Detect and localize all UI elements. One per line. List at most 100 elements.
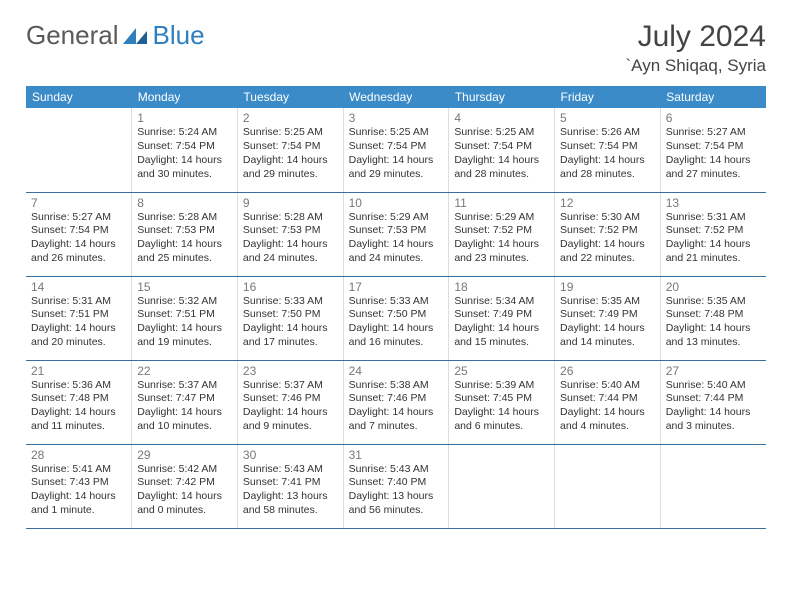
dow-header: Thursday	[449, 86, 555, 108]
day-info: Sunrise: 5:42 AMSunset: 7:42 PMDaylight:…	[137, 463, 232, 518]
day-info: Sunrise: 5:34 AMSunset: 7:49 PMDaylight:…	[454, 295, 549, 350]
day-info: Sunrise: 5:28 AMSunset: 7:53 PMDaylight:…	[137, 211, 232, 266]
day-number: 17	[349, 280, 444, 294]
calendar-cell: 9Sunrise: 5:28 AMSunset: 7:53 PMDaylight…	[237, 192, 343, 276]
day-info: Sunrise: 5:25 AMSunset: 7:54 PMDaylight:…	[454, 126, 549, 181]
day-info: Sunrise: 5:31 AMSunset: 7:51 PMDaylight:…	[31, 295, 126, 350]
day-info: Sunrise: 5:27 AMSunset: 7:54 PMDaylight:…	[666, 126, 761, 181]
day-info: Sunrise: 5:25 AMSunset: 7:54 PMDaylight:…	[243, 126, 338, 181]
logo: General Blue	[26, 20, 205, 51]
day-number: 5	[560, 111, 655, 125]
dow-header: Tuesday	[237, 86, 343, 108]
day-info: Sunrise: 5:32 AMSunset: 7:51 PMDaylight:…	[137, 295, 232, 350]
dow-header: Sunday	[26, 86, 132, 108]
day-info: Sunrise: 5:40 AMSunset: 7:44 PMDaylight:…	[560, 379, 655, 434]
calendar-cell: 29Sunrise: 5:42 AMSunset: 7:42 PMDayligh…	[132, 444, 238, 528]
day-info: Sunrise: 5:25 AMSunset: 7:54 PMDaylight:…	[349, 126, 444, 181]
day-number: 11	[454, 196, 549, 210]
day-info: Sunrise: 5:29 AMSunset: 7:52 PMDaylight:…	[454, 211, 549, 266]
calendar-cell: 26Sunrise: 5:40 AMSunset: 7:44 PMDayligh…	[555, 360, 661, 444]
calendar-cell: 31Sunrise: 5:43 AMSunset: 7:40 PMDayligh…	[343, 444, 449, 528]
calendar-table: SundayMondayTuesdayWednesdayThursdayFrid…	[26, 86, 766, 529]
calendar-cell: 7Sunrise: 5:27 AMSunset: 7:54 PMDaylight…	[26, 192, 132, 276]
page-title: July 2024	[626, 20, 766, 54]
day-info: Sunrise: 5:30 AMSunset: 7:52 PMDaylight:…	[560, 211, 655, 266]
calendar-cell: 12Sunrise: 5:30 AMSunset: 7:52 PMDayligh…	[555, 192, 661, 276]
day-number: 30	[243, 448, 338, 462]
calendar-cell: 20Sunrise: 5:35 AMSunset: 7:48 PMDayligh…	[660, 276, 766, 360]
calendar-cell: 6Sunrise: 5:27 AMSunset: 7:54 PMDaylight…	[660, 108, 766, 192]
day-info: Sunrise: 5:29 AMSunset: 7:53 PMDaylight:…	[349, 211, 444, 266]
calendar-cell: 18Sunrise: 5:34 AMSunset: 7:49 PMDayligh…	[449, 276, 555, 360]
day-number: 16	[243, 280, 338, 294]
calendar-cell: 19Sunrise: 5:35 AMSunset: 7:49 PMDayligh…	[555, 276, 661, 360]
day-number: 24	[349, 364, 444, 378]
day-number: 19	[560, 280, 655, 294]
calendar-cell	[660, 444, 766, 528]
day-number: 22	[137, 364, 232, 378]
calendar-cell: 24Sunrise: 5:38 AMSunset: 7:46 PMDayligh…	[343, 360, 449, 444]
calendar-cell: 15Sunrise: 5:32 AMSunset: 7:51 PMDayligh…	[132, 276, 238, 360]
day-number: 25	[454, 364, 549, 378]
day-info: Sunrise: 5:43 AMSunset: 7:41 PMDaylight:…	[243, 463, 338, 518]
location: `Ayn Shiqaq, Syria	[626, 56, 766, 76]
calendar-cell: 8Sunrise: 5:28 AMSunset: 7:53 PMDaylight…	[132, 192, 238, 276]
calendar-cell: 22Sunrise: 5:37 AMSunset: 7:47 PMDayligh…	[132, 360, 238, 444]
day-info: Sunrise: 5:37 AMSunset: 7:47 PMDaylight:…	[137, 379, 232, 434]
day-number: 2	[243, 111, 338, 125]
day-info: Sunrise: 5:40 AMSunset: 7:44 PMDaylight:…	[666, 379, 761, 434]
day-number: 7	[31, 196, 126, 210]
calendar-week-row: 1Sunrise: 5:24 AMSunset: 7:54 PMDaylight…	[26, 108, 766, 192]
calendar-week-row: 21Sunrise: 5:36 AMSunset: 7:48 PMDayligh…	[26, 360, 766, 444]
day-info: Sunrise: 5:26 AMSunset: 7:54 PMDaylight:…	[560, 126, 655, 181]
calendar-cell	[449, 444, 555, 528]
day-number: 26	[560, 364, 655, 378]
day-number: 12	[560, 196, 655, 210]
logo-text-general: General	[26, 20, 119, 51]
day-number: 31	[349, 448, 444, 462]
day-info: Sunrise: 5:38 AMSunset: 7:46 PMDaylight:…	[349, 379, 444, 434]
day-number: 21	[31, 364, 126, 378]
title-block: July 2024 `Ayn Shiqaq, Syria	[626, 20, 766, 76]
day-info: Sunrise: 5:33 AMSunset: 7:50 PMDaylight:…	[243, 295, 338, 350]
calendar-cell: 14Sunrise: 5:31 AMSunset: 7:51 PMDayligh…	[26, 276, 132, 360]
calendar-cell: 17Sunrise: 5:33 AMSunset: 7:50 PMDayligh…	[343, 276, 449, 360]
calendar-cell	[26, 108, 132, 192]
calendar-cell: 4Sunrise: 5:25 AMSunset: 7:54 PMDaylight…	[449, 108, 555, 192]
dow-header: Saturday	[660, 86, 766, 108]
day-number: 6	[666, 111, 761, 125]
day-of-week-row: SundayMondayTuesdayWednesdayThursdayFrid…	[26, 86, 766, 108]
day-number: 18	[454, 280, 549, 294]
calendar-cell: 16Sunrise: 5:33 AMSunset: 7:50 PMDayligh…	[237, 276, 343, 360]
day-info: Sunrise: 5:27 AMSunset: 7:54 PMDaylight:…	[31, 211, 126, 266]
calendar-cell: 1Sunrise: 5:24 AMSunset: 7:54 PMDaylight…	[132, 108, 238, 192]
logo-text-blue: Blue	[153, 20, 205, 51]
calendar-cell: 5Sunrise: 5:26 AMSunset: 7:54 PMDaylight…	[555, 108, 661, 192]
day-number: 27	[666, 364, 761, 378]
day-number: 8	[137, 196, 232, 210]
day-number: 10	[349, 196, 444, 210]
day-info: Sunrise: 5:31 AMSunset: 7:52 PMDaylight:…	[666, 211, 761, 266]
dow-header: Monday	[132, 86, 238, 108]
calendar-cell: 23Sunrise: 5:37 AMSunset: 7:46 PMDayligh…	[237, 360, 343, 444]
day-info: Sunrise: 5:37 AMSunset: 7:46 PMDaylight:…	[243, 379, 338, 434]
day-info: Sunrise: 5:39 AMSunset: 7:45 PMDaylight:…	[454, 379, 549, 434]
day-number: 1	[137, 111, 232, 125]
day-number: 9	[243, 196, 338, 210]
day-number: 29	[137, 448, 232, 462]
day-info: Sunrise: 5:35 AMSunset: 7:48 PMDaylight:…	[666, 295, 761, 350]
day-info: Sunrise: 5:41 AMSunset: 7:43 PMDaylight:…	[31, 463, 126, 518]
calendar-cell: 28Sunrise: 5:41 AMSunset: 7:43 PMDayligh…	[26, 444, 132, 528]
day-number: 14	[31, 280, 126, 294]
calendar-cell: 2Sunrise: 5:25 AMSunset: 7:54 PMDaylight…	[237, 108, 343, 192]
calendar-cell: 21Sunrise: 5:36 AMSunset: 7:48 PMDayligh…	[26, 360, 132, 444]
day-info: Sunrise: 5:24 AMSunset: 7:54 PMDaylight:…	[137, 126, 232, 181]
day-number: 3	[349, 111, 444, 125]
calendar-week-row: 28Sunrise: 5:41 AMSunset: 7:43 PMDayligh…	[26, 444, 766, 528]
day-number: 28	[31, 448, 126, 462]
day-info: Sunrise: 5:43 AMSunset: 7:40 PMDaylight:…	[349, 463, 444, 518]
dow-header: Friday	[555, 86, 661, 108]
calendar-cell: 10Sunrise: 5:29 AMSunset: 7:53 PMDayligh…	[343, 192, 449, 276]
calendar-cell: 25Sunrise: 5:39 AMSunset: 7:45 PMDayligh…	[449, 360, 555, 444]
calendar-cell: 11Sunrise: 5:29 AMSunset: 7:52 PMDayligh…	[449, 192, 555, 276]
